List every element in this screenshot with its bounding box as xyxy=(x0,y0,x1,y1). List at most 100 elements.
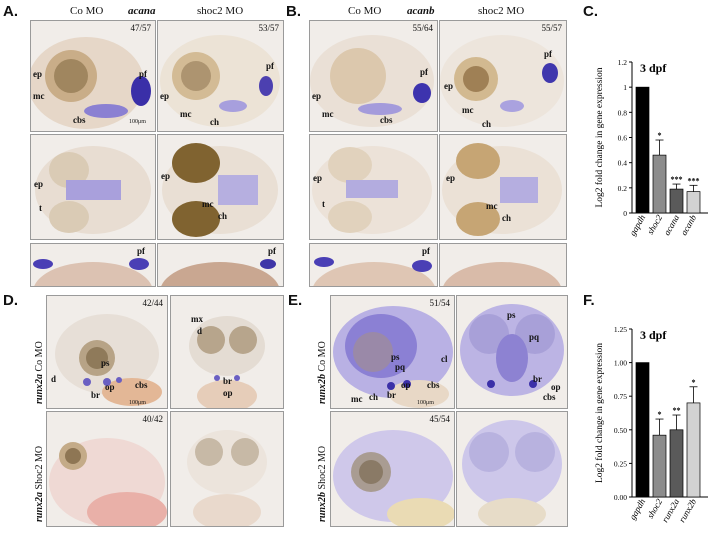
panel-b-label: B. xyxy=(286,3,301,20)
panel-a-ventral-control-image: ep t xyxy=(30,134,156,240)
y-tick-label: 0 xyxy=(623,209,627,218)
panel-b-ventral-shoc2-image: ep mc ch xyxy=(439,134,567,240)
panel-a-fin-shoc2-image: pf xyxy=(157,243,284,287)
label-ep: ep xyxy=(33,69,42,79)
y-tick-label: 1 xyxy=(623,83,627,92)
panel-b-lateral-control-image: 55/64 pf ep mc cbs xyxy=(309,20,438,132)
label-ep: ep xyxy=(444,81,453,91)
bar-runx2b xyxy=(686,402,701,498)
x-tick-label: acanb xyxy=(679,213,699,237)
panel-b-fin-shoc2-image xyxy=(439,243,567,287)
label-pf: pf xyxy=(544,49,553,59)
panel-e-ventral-control-image: ps pq br op cbs xyxy=(456,295,568,409)
label-ps: ps xyxy=(507,310,516,320)
x-tick-label: gapdh xyxy=(627,213,647,238)
label-pq: pq xyxy=(529,332,540,342)
label-pf: pf xyxy=(137,246,146,256)
panel-b-lateral-shoc2-image: 55/57 pf ep mc ch xyxy=(439,20,567,132)
label-op: op xyxy=(551,382,561,392)
scale-bar: 100μm xyxy=(417,400,434,406)
panel-e-row1-label: runx2b Co MO xyxy=(317,341,328,404)
label-pf: pf xyxy=(422,246,431,256)
label-ch: ch xyxy=(218,211,227,221)
y-tick-label: 0.75 xyxy=(614,392,627,401)
y-tick-label: 0.6 xyxy=(618,134,628,143)
panel-a-header-gene: acana xyxy=(128,5,156,17)
y-tick-label: 0.2 xyxy=(618,184,628,193)
label-br: br xyxy=(387,390,396,400)
panel-d-count-control: 42/44 xyxy=(142,298,163,308)
panel-d-lateral-control-image: 42/44 ps d op cbs br 100μm xyxy=(46,295,168,409)
panel-d-row1-label: runx2a Co MO xyxy=(34,341,45,404)
label-ps: ps xyxy=(101,358,110,368)
chart-c: 0 0.2 0.4 0.6 0.8 1 1.2 Log2 fold change in gen… xyxy=(570,20,713,265)
y-tick-label: 0.4 xyxy=(618,159,628,168)
x-tick-label: gapdh xyxy=(627,497,647,522)
significance-mark: ** xyxy=(673,406,681,415)
significance-mark: * xyxy=(658,131,662,140)
y-tick-label: 0.25 xyxy=(614,459,627,468)
panel-a-lateral-control-image: 47/57 ep pf mc cbs 100μm xyxy=(30,20,156,132)
label-cbs: cbs xyxy=(427,380,440,390)
bar-runx2a xyxy=(669,429,684,498)
label-op: op xyxy=(105,382,115,392)
panel-b-count-shoc2: 55/57 xyxy=(541,23,562,33)
bar-shoc2 xyxy=(652,434,667,498)
label-op: op xyxy=(223,388,233,398)
y-axis-label: Log2 fold change in gene expression xyxy=(594,343,605,483)
scale-bar: 100μm xyxy=(129,119,146,125)
panel-e-count-shoc2: 45/54 xyxy=(429,414,450,424)
bar-acanb xyxy=(686,191,701,214)
panel-d-count-shoc2: 40/42 xyxy=(142,414,163,424)
label-cbs: cbs xyxy=(73,115,86,125)
y-axis-label: Log2 fold change in gene expression xyxy=(594,67,605,207)
panel-a-ventral-shoc2-image: ep mc ch xyxy=(157,134,284,240)
label-mc: mc xyxy=(462,105,474,115)
significance-mark: * xyxy=(692,378,696,387)
panel-d-label: D. xyxy=(3,292,18,309)
panel-d-row2-label: runx2a Shoc2 MO xyxy=(34,445,45,522)
label-ep: ep xyxy=(161,171,170,181)
label-ep: ep xyxy=(446,173,455,183)
chart-title: 3 dpf xyxy=(640,328,667,342)
label-pf: pf xyxy=(420,67,429,77)
label-pf: pf xyxy=(139,69,148,79)
x-tick-label: runx2b xyxy=(677,497,699,525)
y-tick-label: 1.25 xyxy=(614,325,627,334)
chart-f: 0.00 0.25 0.50 0.75 1.00 1.25 Log2 fold change… xyxy=(570,305,713,533)
label-cbs: cbs xyxy=(380,115,393,125)
bar-shoc2 xyxy=(652,154,667,214)
label-pf: pf xyxy=(266,61,275,71)
label-ep: ep xyxy=(313,173,322,183)
label-ps: ps xyxy=(391,352,400,362)
panel-c-label: C. xyxy=(583,3,598,20)
y-tick-label: 1.2 xyxy=(618,58,628,67)
label-ch: ch xyxy=(482,119,491,129)
significance-mark: *** xyxy=(671,175,683,184)
label-br: br xyxy=(91,390,100,400)
x-tick-label: acana xyxy=(662,213,682,237)
label-t: t xyxy=(39,203,42,213)
chart-title: 3 dpf xyxy=(640,61,667,75)
panel-a-fin-control-image: pf xyxy=(30,243,156,287)
label-ch: ch xyxy=(502,213,511,223)
label-ch: ch xyxy=(369,392,378,402)
label-mc: mc xyxy=(202,199,214,209)
label-cbs: cbs xyxy=(543,392,556,402)
y-tick-label: 1.00 xyxy=(614,359,627,368)
panel-b-fin-control-image: pf xyxy=(309,243,438,287)
scale-bar: 100μm xyxy=(129,400,146,406)
label-mc: mc xyxy=(180,109,192,119)
y-tick-label: 0.50 xyxy=(614,426,627,435)
panel-a-header-right: shoc2 MO xyxy=(197,5,244,17)
panel-e-ventral-shoc2-image xyxy=(456,411,568,527)
panel-d-ventral-shoc2-image xyxy=(170,411,284,527)
panel-a-lateral-shoc2-image: 53/57 pf ep mc ch xyxy=(157,20,284,132)
panel-a-label: A. xyxy=(3,3,18,20)
panel-b-header-gene: acanb xyxy=(407,5,435,17)
panel-a-header-left: Co MO xyxy=(70,5,104,17)
bar-gapdh xyxy=(635,362,650,498)
panel-e-lateral-control-image: 51/54 ps pq cl op cbs mc ch br 100μm xyxy=(330,295,455,409)
label-d: d xyxy=(197,326,203,336)
label-mc: mc xyxy=(33,91,45,101)
